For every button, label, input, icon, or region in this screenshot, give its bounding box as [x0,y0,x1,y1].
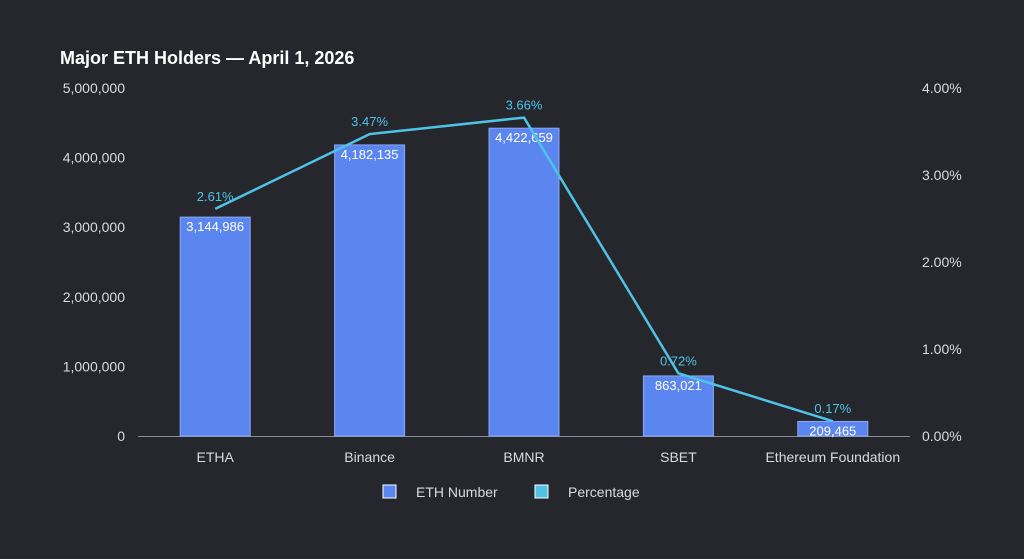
percentage-value-label: 3.47% [351,114,388,129]
bar-value-label: 4,182,135 [341,147,399,162]
bar-etha [179,216,251,437]
right-y-tick-label: 1.00% [922,341,962,357]
left-y-axis: 0 1,000,000 2,000,000 3,000,000 4,000,000 5,0… [63,80,126,444]
x-tick-label: Ethereum Foundation [765,449,900,465]
percentage-value-label: 0.72% [660,353,697,368]
bar-binance [334,144,406,437]
x-tick-label: ETHA [197,449,235,465]
percentage-value-label: 2.61% [197,189,234,204]
left-y-tick-label: 0 [117,428,125,444]
bar-ethereum-foundation [797,420,869,437]
left-y-tick-label: 2,000,000 [63,289,125,305]
percentage-line [214,116,834,423]
bar-bmnr [488,127,560,437]
right-y-tick-label: 4.00% [922,80,962,96]
right-y-tick-label: 3.00% [922,167,962,183]
bar-value-label: 4,422,659 [495,130,553,145]
bar-series: 3,144,986 4,182,135 4,422,659 863,021 209,46… [179,127,869,438]
percentage-line-series: 2.61% 3.47% 3.66% 0.72% 0.17% [197,98,852,423]
percentage-value-label: 0.17% [814,401,851,416]
right-y-tick-label: 2.00% [922,254,962,270]
bar-value-label: 209,465 [809,423,856,438]
left-y-tick-label: 3,000,000 [63,219,125,235]
bar-sbet [642,375,714,437]
right-y-axis: 0.00% 1.00% 2.00% 3.00% 4.00% [922,80,962,444]
right-y-tick-label: 0.00% [922,428,962,444]
legend-eth-number-swatch [382,484,397,499]
legend-percentage-label: Percentage [568,484,640,500]
legend: ETH Number Percentage [382,484,640,500]
x-tick-label: SBET [660,449,697,465]
bar-value-label: 863,021 [655,378,702,393]
legend-eth-number-label: ETH Number [416,484,498,500]
left-y-tick-label: 1,000,000 [63,358,125,374]
percentage-value-label: 3.66% [506,98,543,113]
bar-value-label: 3,144,986 [186,219,244,234]
x-tick-label: Binance [344,449,395,465]
left-y-tick-label: 4,000,000 [63,150,125,166]
x-tick-label: BMNR [503,449,544,465]
legend-percentage-swatch [534,484,549,499]
chart-title: Major ETH Holders — April 1, 2026 [60,48,354,68]
x-axis-labels: ETHA Binance BMNR SBET Ethereum Foundation [197,449,901,465]
left-y-tick-label: 5,000,000 [63,80,125,96]
